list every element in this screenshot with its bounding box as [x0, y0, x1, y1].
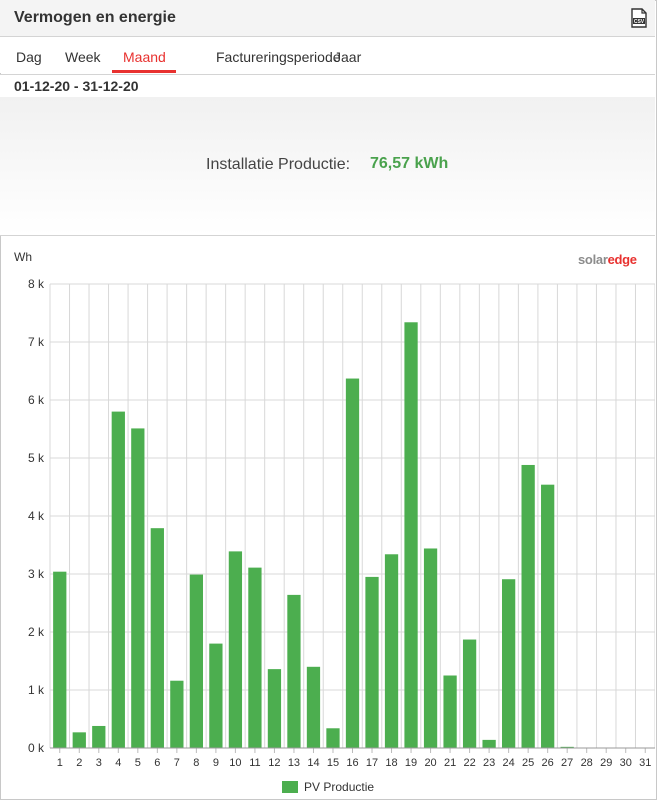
tab-factureringsperiode[interactable]: Factureringsperiode [216, 49, 341, 65]
x-tick-label: 23 [483, 757, 495, 769]
y-tick-label: 6 k [28, 393, 45, 407]
tab-week[interactable]: Week [65, 49, 101, 65]
x-tick-label: 18 [385, 757, 397, 769]
bar-day-10 [228, 551, 243, 748]
production-chart: Wh solaredge 0 k 1 k 2 k 3 k 4 k 5 k 6 k 7 k 8 k… [0, 236, 655, 798]
bar-day-18 [384, 554, 399, 748]
x-tick-label: 25 [522, 757, 534, 769]
x-tick-label: 24 [503, 757, 515, 769]
legend-swatch [282, 781, 298, 793]
solaredge-logo: solaredge [578, 252, 637, 267]
bar-day-3 [92, 725, 106, 748]
x-tick-label: 12 [268, 757, 280, 769]
production-label: Installatie Productie: [206, 156, 351, 173]
bar-day-9 [209, 643, 223, 748]
bar-day-26 [541, 484, 555, 748]
chart-plot: 0 k1 k2 k3 k4 k5 k6 k7 k8 k1 2 3 4 5 6 7 8 9 10 11… [28, 277, 655, 769]
x-tick-label: 5 [135, 757, 141, 769]
y-tick-label: 5 k [28, 451, 45, 465]
x-tick-label: 16 [346, 757, 358, 769]
bar-day-23 [482, 739, 496, 748]
period-tabs: Dag Week Maand Factureringsperiode Jaar [0, 37, 655, 73]
y-tick-label: 2 k [28, 625, 45, 639]
x-tick-label: 30 [620, 757, 632, 769]
bar-day-22 [462, 639, 477, 748]
y-tick-label: 1 k [28, 683, 45, 697]
x-tick-label: 1 [57, 757, 63, 769]
bar-day-20 [423, 548, 438, 748]
bar-day-11 [248, 567, 262, 748]
widget-header: Vermogen en energie CSV [0, 0, 655, 37]
x-tick-label: 27 [561, 757, 573, 769]
y-tick-label: 3 k [28, 567, 45, 581]
bar-day-19 [404, 322, 418, 748]
x-tick-label: 3 [96, 757, 102, 769]
x-tick-label: 17 [366, 757, 378, 769]
date-range-bar: 01-12-20 - 31-12-20 [0, 74, 655, 98]
bar-day-8 [189, 574, 204, 748]
bar-day-2 [72, 732, 86, 748]
x-tick-label: 14 [307, 757, 319, 769]
bar-day-24 [501, 579, 516, 748]
active-tab-indicator [112, 70, 176, 73]
bar-day-1 [53, 571, 67, 748]
bar-day-16 [345, 378, 360, 748]
widget-title: Vermogen en energie [14, 9, 176, 26]
x-tick-label: 29 [600, 757, 612, 769]
legend-label: PV Productie [304, 780, 375, 794]
bar-day-25 [521, 464, 535, 748]
x-tick-label: 7 [174, 757, 180, 769]
x-tick-label: 31 [639, 757, 651, 769]
x-tick-label: 8 [193, 757, 199, 769]
bar-day-27 [560, 746, 574, 748]
x-tick-label: 10 [229, 757, 241, 769]
bar-day-13 [287, 594, 301, 748]
y-tick-label: 4 k [28, 509, 45, 523]
bar-day-14 [306, 666, 321, 748]
csv-export-icon[interactable]: CSV [630, 8, 648, 28]
bar-day-15 [326, 728, 340, 748]
x-tick-label: 11 [249, 757, 260, 769]
x-tick-label: 9 [213, 757, 219, 769]
x-tick-label: 6 [154, 757, 160, 769]
production-summary: Installatie Productie: 76,57 kWh [0, 97, 655, 236]
x-tick-label: 21 [444, 757, 456, 769]
x-tick-label: 15 [327, 757, 339, 769]
x-tick-label: 28 [581, 757, 593, 769]
bar-day-7 [170, 680, 184, 748]
y-tick-label: 7 k [28, 335, 45, 349]
production-value: 76,57 kWh [370, 155, 449, 172]
x-tick-label: 2 [76, 757, 82, 769]
x-tick-label: 22 [463, 757, 475, 769]
bar-day-21 [443, 675, 457, 748]
tab-jaar[interactable]: Jaar [334, 49, 362, 65]
x-tick-label: 13 [288, 757, 300, 769]
x-tick-label: 26 [542, 757, 554, 769]
y-axis-unit: Wh [14, 250, 32, 264]
y-tick-label: 0 k [28, 741, 45, 755]
svg-text:CSV: CSV [634, 19, 645, 25]
date-range: 01-12-20 - 31-12-20 [14, 78, 139, 94]
x-tick-label: 20 [424, 757, 436, 769]
x-tick-label: 4 [115, 757, 121, 769]
y-tick-label: 8 k [28, 277, 45, 291]
tab-maand[interactable]: Maand [123, 49, 166, 65]
bar-day-12 [267, 669, 282, 748]
bar-day-6 [150, 528, 164, 748]
bar-day-4 [111, 411, 125, 748]
bar-day-5 [131, 428, 145, 748]
bar-day-17 [365, 576, 379, 748]
tab-dag[interactable]: Dag [16, 49, 42, 65]
chart-legend[interactable]: PV Productie [282, 780, 374, 794]
x-tick-label: 19 [405, 757, 417, 769]
